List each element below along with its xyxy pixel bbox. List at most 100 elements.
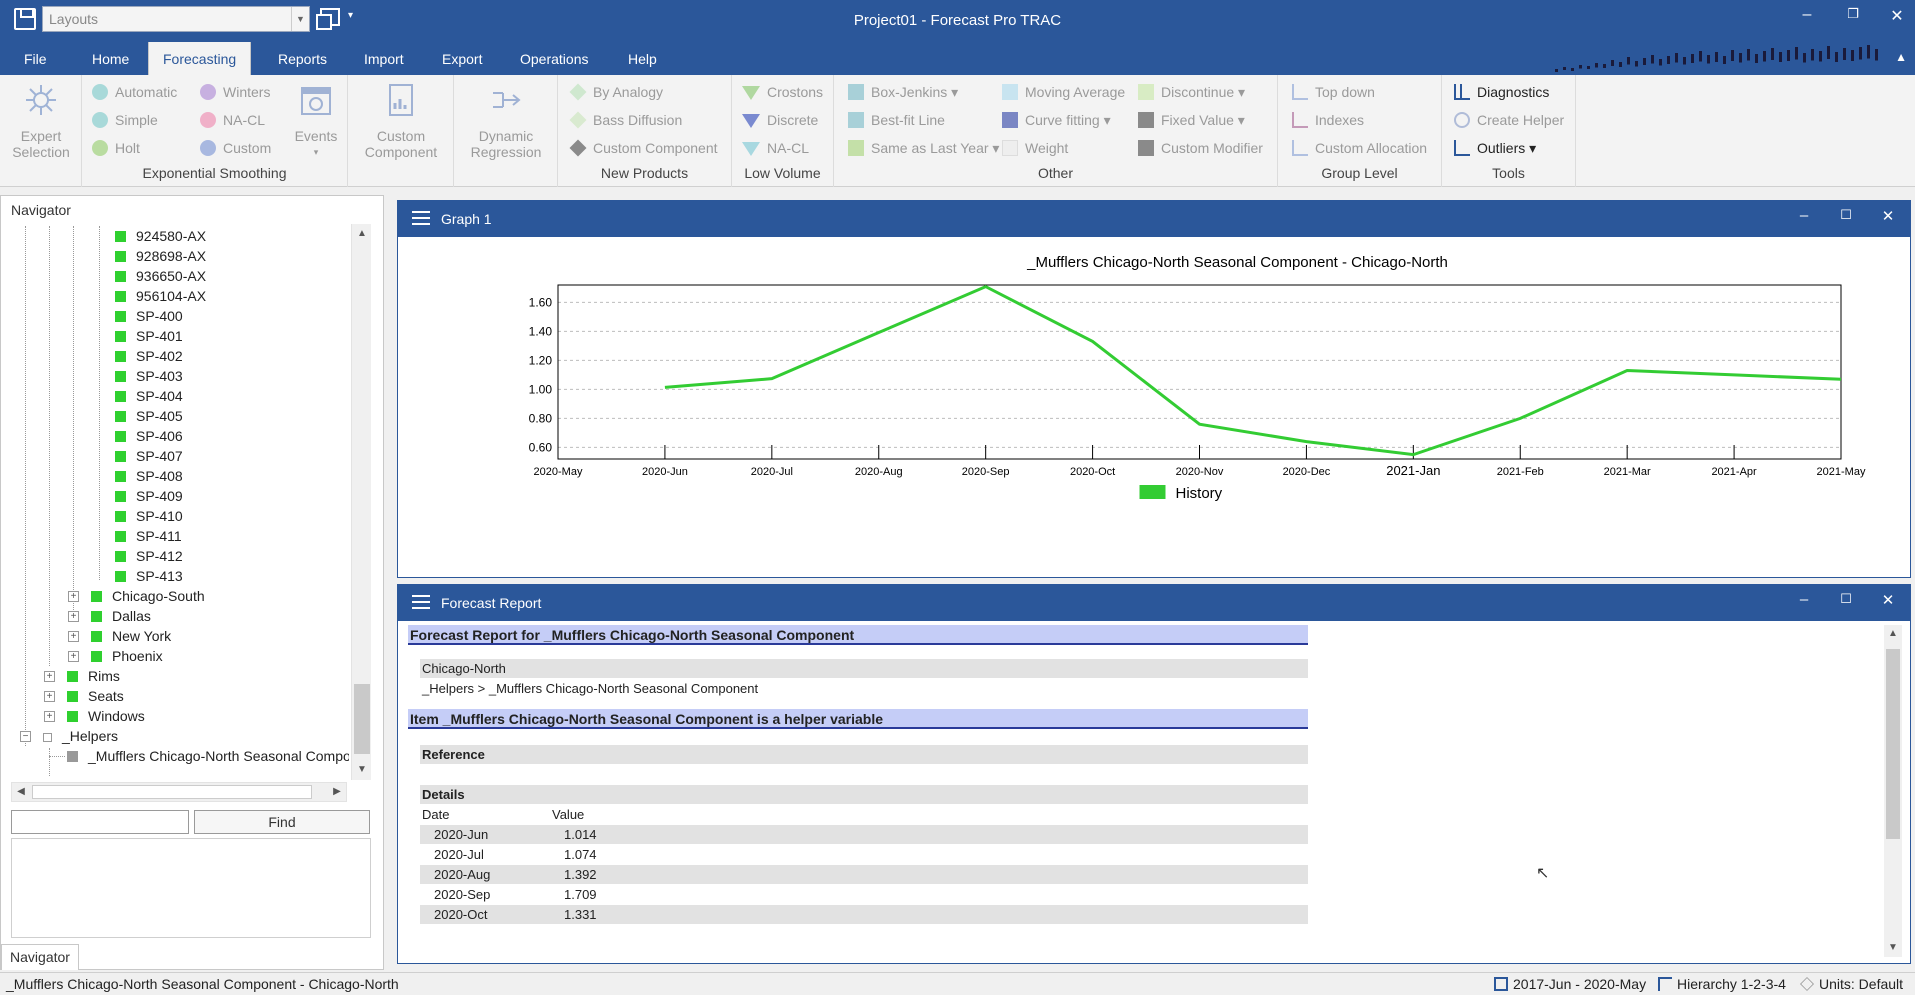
restore-icon[interactable]: ❐ — [1847, 6, 1859, 21]
maximize-icon[interactable]: ☐ — [1840, 207, 1852, 222]
status-units[interactable]: Units: Default — [1800, 976, 1903, 992]
tree-item[interactable]: SP-407 — [115, 446, 183, 466]
tree-item[interactable]: SP-411 — [115, 526, 182, 546]
tree-item[interactable]: 936650-AX — [115, 266, 206, 286]
navigator-horizontal-scrollbar[interactable]: ◀ ▶ — [11, 782, 347, 802]
report-vertical-scrollbar[interactable]: ▲ ▼ — [1884, 625, 1902, 957]
tree-item-helper[interactable]: _Mufflers Chicago-North Seasonal Compone… — [67, 746, 349, 766]
custom-modifier-button[interactable]: Custom Modifier — [1138, 137, 1263, 159]
tab-export[interactable]: Export — [442, 51, 483, 67]
tree-item[interactable]: SP-412 — [115, 546, 183, 566]
discrete-button[interactable]: Discrete — [742, 109, 818, 131]
minimize-icon[interactable]: – — [1799, 591, 1809, 608]
expand-icon[interactable]: + — [44, 671, 55, 682]
hamburger-menu-icon[interactable] — [412, 595, 430, 609]
tree-item[interactable]: 924580-AX — [115, 226, 206, 246]
expand-icon[interactable]: + — [68, 591, 79, 602]
bass-diffusion-button[interactable]: Bass Diffusion — [569, 109, 682, 131]
crostons-button[interactable]: Crostons — [742, 81, 823, 103]
quick-access-dropdown-icon[interactable]: ▾ — [348, 10, 354, 21]
tree-group[interactable]: Seats — [67, 686, 124, 706]
navigator-vertical-scrollbar[interactable]: ▲ ▼ — [351, 224, 371, 780]
fixed-value-button[interactable]: Fixed Value ▾ — [1138, 109, 1245, 131]
custom-component-button[interactable]: Custom Component — [352, 81, 450, 160]
outliers-button[interactable]: Outliers ▾ — [1454, 137, 1536, 159]
tree-item[interactable]: SP-402 — [115, 346, 183, 366]
scroll-left-icon[interactable]: ◀ — [17, 786, 25, 797]
navigator-tab[interactable]: Navigator — [1, 944, 79, 970]
report-body[interactable]: Forecast Report for _Mufflers Chicago-No… — [408, 625, 1868, 957]
automatic-button[interactable]: Automatic — [92, 81, 177, 103]
tree-item[interactable]: 956104-AX — [115, 286, 206, 306]
layouts-dropdown[interactable]: Layouts ▼ — [42, 6, 310, 32]
collapse-icon[interactable]: − — [20, 731, 31, 742]
maximize-icon[interactable]: ☐ — [1840, 591, 1852, 606]
tree-item[interactable]: SP-410 — [115, 506, 183, 526]
best-fit-line-button[interactable]: Best-fit Line — [848, 109, 945, 131]
hamburger-menu-icon[interactable] — [412, 211, 430, 225]
find-button[interactable]: Find — [194, 810, 370, 834]
status-hierarchy[interactable]: Hierarchy 1-2-3-4 — [1658, 976, 1786, 992]
tree-item[interactable]: 928698-AX — [115, 246, 206, 266]
tree-item[interactable]: SP-406 — [115, 426, 183, 446]
close-icon[interactable]: ✕ — [1881, 208, 1895, 225]
winters-button[interactable]: Winters — [200, 81, 270, 103]
same-as-last-year-button[interactable]: Same as Last Year ▾ — [848, 137, 999, 159]
ribbon-collapse-icon[interactable]: ▲ — [1895, 50, 1907, 64]
tab-file[interactable]: File — [24, 51, 47, 67]
tree-item[interactable]: SP-400 — [115, 306, 183, 326]
expand-icon[interactable]: + — [44, 711, 55, 722]
tree-item[interactable]: SP-405 — [115, 406, 183, 426]
tab-forecasting[interactable]: Forecasting — [148, 42, 252, 75]
custom-allocation-button[interactable]: Custom Allocation — [1292, 137, 1427, 159]
custom-button[interactable]: Custom — [200, 137, 271, 159]
tab-home[interactable]: Home — [92, 51, 130, 67]
find-input[interactable] — [11, 810, 189, 834]
scroll-down-icon[interactable]: ▼ — [357, 764, 367, 775]
tree-item[interactable]: SP-404 — [115, 386, 183, 406]
discontinue-button[interactable]: Discontinue ▾ — [1138, 81, 1245, 103]
tab-reports[interactable]: Reports — [278, 51, 328, 67]
diagnostics-button[interactable]: Diagnostics — [1454, 81, 1549, 103]
weight-button[interactable]: Weight — [1002, 137, 1068, 159]
tree-group[interactable]: Phoenix — [91, 646, 163, 666]
scroll-right-icon[interactable]: ▶ — [333, 786, 341, 797]
save-icon[interactable] — [14, 8, 36, 30]
dynamic-regression-button[interactable]: Dynamic Regression — [458, 81, 554, 160]
expand-icon[interactable]: + — [44, 691, 55, 702]
curve-fitting-button[interactable]: Curve fitting ▾ — [1002, 109, 1111, 131]
tree-item[interactable]: SP-409 — [115, 486, 183, 506]
tree-group[interactable]: Rims — [67, 666, 120, 686]
status-period[interactable]: 2017-Jun - 2020-May — [1494, 976, 1646, 992]
close-icon[interactable]: ✕ — [1890, 8, 1904, 25]
custom-component-np-button[interactable]: Custom Component — [569, 137, 718, 159]
box-jenkins-button[interactable]: Box-Jenkins ▾ — [848, 81, 958, 103]
na-cl-button[interactable]: NA-CL — [200, 109, 265, 131]
simple-button[interactable]: Simple — [92, 109, 158, 131]
tree-item[interactable]: SP-408 — [115, 466, 183, 486]
tree-group[interactable]: Chicago-South — [91, 586, 205, 606]
scrollbar-thumb[interactable] — [1886, 649, 1900, 839]
scroll-up-icon[interactable]: ▲ — [357, 228, 367, 239]
new-window-icon[interactable] — [316, 8, 340, 30]
indexes-button[interactable]: Indexes — [1292, 109, 1364, 131]
tab-import[interactable]: Import — [364, 51, 404, 67]
create-helper-button[interactable]: Create Helper — [1454, 109, 1564, 131]
tree-group-helpers[interactable]: _Helpers — [43, 726, 118, 746]
tree-group[interactable]: Dallas — [91, 606, 151, 626]
tree-group[interactable]: Windows — [67, 706, 145, 726]
minimize-icon[interactable]: – — [1799, 207, 1809, 224]
tree-item[interactable]: SP-413 — [115, 566, 183, 586]
navigator-tree[interactable]: 924580-AX 928698-AX 936650-AX 956104-AX … — [3, 226, 349, 961]
tab-operations[interactable]: Operations — [520, 51, 589, 67]
scrollbar-thumb[interactable] — [354, 684, 370, 754]
tab-help[interactable]: Help — [628, 51, 657, 67]
moving-average-button[interactable]: Moving Average — [1002, 81, 1125, 103]
minimize-icon[interactable]: – — [1802, 6, 1812, 23]
tree-item[interactable]: SP-403 — [115, 366, 183, 386]
holt-button[interactable]: Holt — [92, 137, 140, 159]
scroll-up-icon[interactable]: ▲ — [1888, 628, 1898, 639]
tree-item[interactable]: SP-401 — [115, 326, 183, 346]
tree-group[interactable]: New York — [91, 626, 171, 646]
events-button[interactable]: Events ▾ — [290, 81, 342, 160]
